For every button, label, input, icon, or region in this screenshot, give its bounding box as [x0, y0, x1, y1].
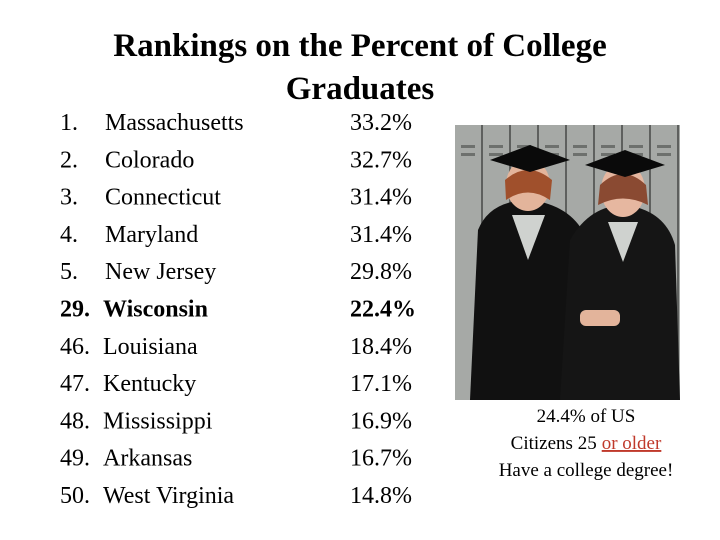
- percent: 31.4%: [350, 222, 412, 248]
- rank: 47.: [60, 371, 90, 397]
- rank: 2.: [60, 147, 78, 173]
- rank: 29.: [60, 297, 90, 323]
- percent: 31.4%: [350, 185, 412, 211]
- percent: 16.7%: [350, 446, 412, 472]
- percent: 17.1%: [350, 371, 412, 397]
- photo: [455, 125, 680, 400]
- rank: 1.: [60, 110, 78, 136]
- rank: 50.: [60, 483, 90, 509]
- state: Connecticut: [105, 185, 221, 211]
- caption-line: Have a college degree!: [499, 460, 674, 481]
- caption-emphasis: or older: [602, 433, 662, 454]
- rank: 4.: [60, 222, 78, 248]
- state: Massachusetts: [105, 110, 244, 136]
- state: Louisiana: [103, 334, 198, 360]
- percent: 32.7%: [350, 147, 412, 173]
- rank: 3.: [60, 185, 78, 211]
- state: Kentucky: [103, 371, 196, 397]
- percent: 22.4%: [350, 297, 416, 323]
- state: New Jersey: [105, 259, 216, 285]
- caption-line: 24.4% of US: [537, 406, 636, 427]
- percent: 18.4%: [350, 334, 412, 360]
- state: Colorado: [105, 147, 194, 173]
- state: Maryland: [105, 222, 198, 248]
- rank: 49.: [60, 446, 90, 472]
- state: Mississippi: [103, 408, 213, 434]
- percent: 16.9%: [350, 408, 412, 434]
- rank: 48.: [60, 408, 90, 434]
- percent: 29.8%: [350, 259, 412, 285]
- percent: 14.8%: [350, 483, 412, 509]
- state: West Virginia: [103, 483, 234, 509]
- caption-text: Citizens 25: [511, 433, 597, 454]
- rank: 5.: [60, 259, 78, 285]
- state: Wisconsin: [103, 297, 208, 323]
- caption-line: Citizens 25 or older: [511, 433, 662, 454]
- percent: 33.2%: [350, 110, 412, 136]
- slide-title: Rankings on the Percent of College Gradua…: [113, 28, 606, 107]
- state: Arkansas: [103, 446, 192, 472]
- rank: 46.: [60, 334, 90, 360]
